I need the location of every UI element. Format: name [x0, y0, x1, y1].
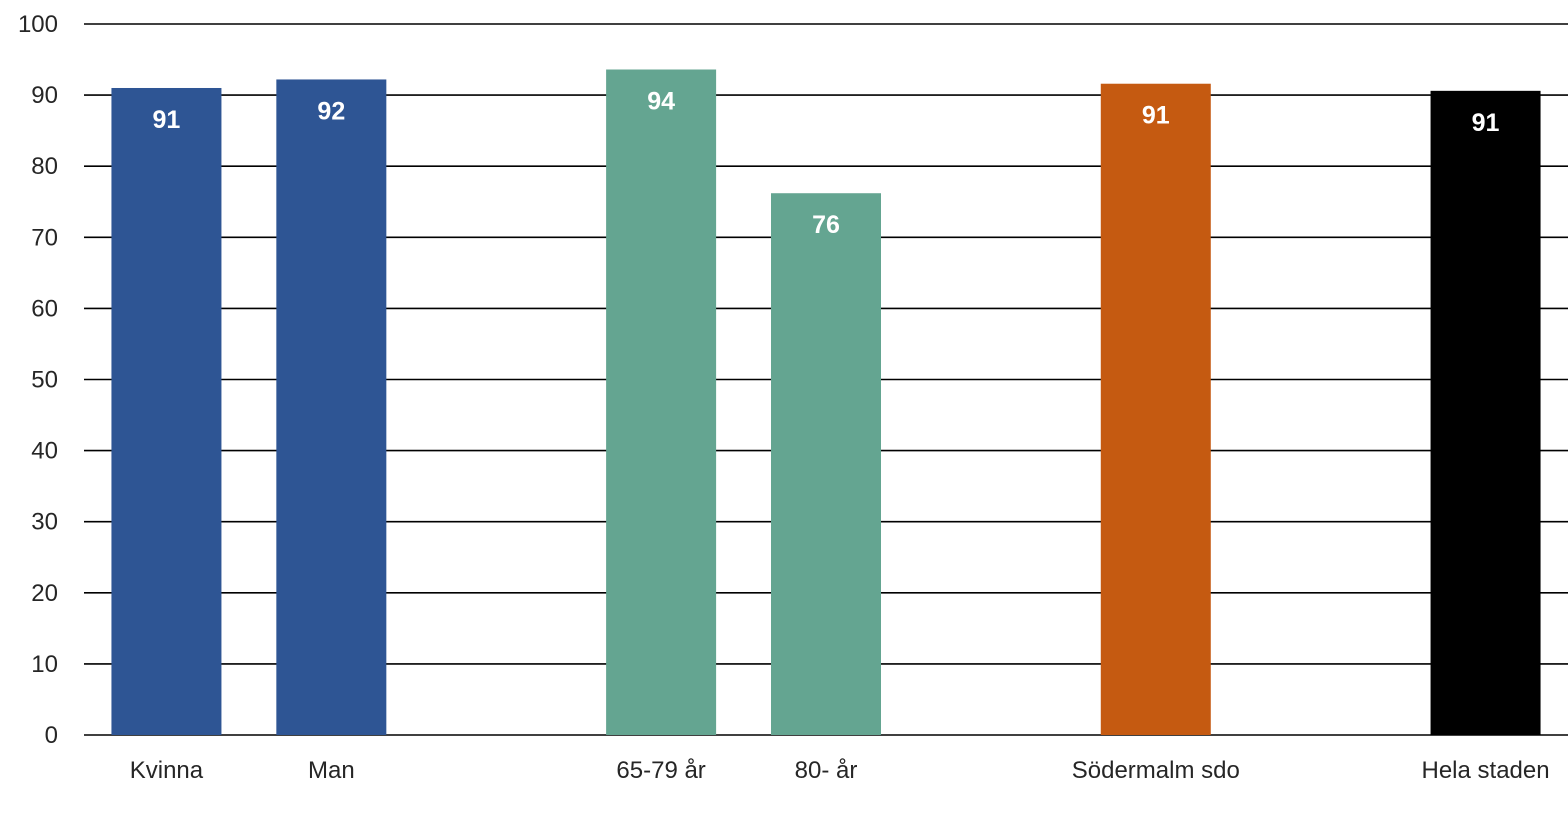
- y-tick-label: 20: [31, 580, 58, 607]
- x-axis-categories: Kvinna Man 65-79 år 80- år Södermalm sdo Hela…: [130, 757, 1550, 784]
- x-category-label: Kvinna: [130, 757, 204, 784]
- y-tick-label: 0: [45, 722, 58, 749]
- y-tick-label: 80: [31, 153, 58, 180]
- y-tick-label: 70: [31, 224, 58, 251]
- bar-data-labels: 91 92 94 76 91 91: [153, 88, 1500, 240]
- x-category-label: Hela staden: [1422, 757, 1550, 784]
- x-category-label: 65-79 år: [616, 757, 705, 784]
- bar-value-label: 76: [812, 211, 840, 239]
- bar: [276, 79, 387, 735]
- y-tick-label: 50: [31, 367, 58, 394]
- bar-value-label: 92: [317, 97, 345, 125]
- y-tick-label: 30: [31, 509, 58, 536]
- bar-value-label: 91: [1142, 102, 1170, 130]
- bars: [111, 69, 1541, 736]
- y-tick-label: 60: [31, 295, 58, 322]
- bar: [111, 87, 222, 736]
- y-tick-label: 100: [18, 11, 58, 38]
- bar: [1430, 90, 1541, 736]
- bar: [606, 69, 717, 735]
- y-tick-label: 90: [31, 82, 58, 109]
- x-category-label: 80- år: [795, 757, 858, 784]
- y-tick-label: 10: [31, 651, 58, 678]
- bar-value-label: 94: [647, 88, 675, 116]
- y-axis-ticks: 0 10 20 30 40 50 60 70 80 90 100: [18, 11, 58, 749]
- bar: [1100, 83, 1211, 735]
- x-category-label: Södermalm sdo: [1072, 757, 1240, 784]
- y-tick-label: 40: [31, 438, 58, 465]
- bar: [771, 193, 881, 735]
- bar-value-label: 91: [1472, 109, 1500, 137]
- x-category-label: Man: [308, 757, 355, 784]
- bar-value-label: 91: [153, 106, 181, 134]
